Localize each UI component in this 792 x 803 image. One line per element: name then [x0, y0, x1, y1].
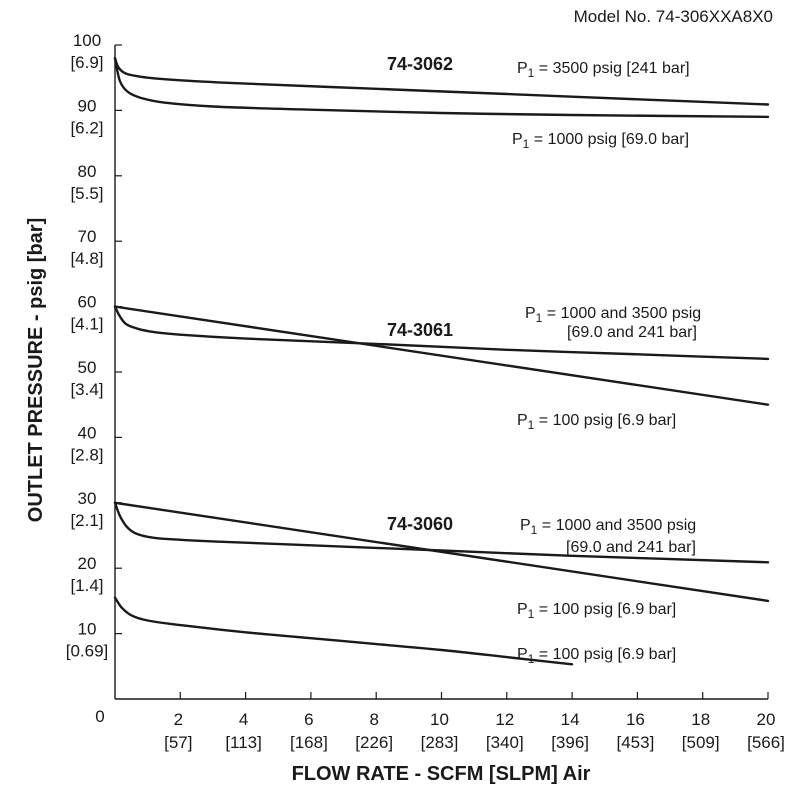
series-label-part: = 3500 psig [241 bar]: [534, 60, 689, 77]
x-tick-sublabel: [453]: [616, 733, 654, 752]
series-curve-0: [113, 56, 770, 106]
series-curve-4: [113, 501, 770, 564]
x-tick-sublabel: [283]: [421, 733, 459, 752]
series-label: P1 = 100 psig [6.9 bar]: [517, 646, 676, 666]
series-label: P1 = 1000 and 3500 psig: [520, 517, 696, 537]
series-label-subscript: 1: [528, 418, 535, 432]
x-tick-label: 6: [304, 710, 313, 729]
y-tick-label: 60: [78, 293, 97, 312]
x-tick-sublabel: [396]: [551, 733, 589, 752]
model-number: Model No. 74-306XXA8X0: [574, 7, 773, 26]
series-label-part: = 100 psig [6.9 bar]: [534, 646, 676, 663]
y-tick-label: 90: [78, 96, 97, 115]
series-label-subscript: 1: [531, 523, 538, 537]
y-tick-label: 100: [73, 31, 101, 50]
y-tick-label: 70: [78, 227, 97, 246]
series-label-subscript: 1: [523, 137, 530, 151]
series-curves: [113, 56, 770, 666]
series-curve-1: [113, 56, 770, 119]
x-tick-sublabel: [566]: [747, 733, 785, 752]
y-axis-title: OUTLET PRESSURE - psig [bar]: [25, 218, 47, 522]
series-labels: P1 = 3500 psig [241 bar]P1 = 1000 psig […: [512, 60, 701, 666]
series-label-part: = 1000 psig [69.0 bar]: [529, 131, 689, 148]
x-tick-label: 2: [174, 710, 183, 729]
series-label-part: P: [512, 131, 523, 148]
x-tick-label: 18: [691, 710, 710, 729]
x-tick-sublabel: [57]: [164, 733, 192, 752]
series-label: P1 = 1000 and 3500 psig: [525, 305, 701, 325]
y-tick-sublabel: [6.2]: [70, 118, 103, 137]
x-axis-title: FLOW RATE - SCFM [SLPM] Air: [292, 763, 591, 785]
x-tick-label: 14: [561, 710, 580, 729]
y-tick-sublabel: [6.9]: [70, 53, 103, 72]
x-tick-sublabel: [113]: [225, 733, 262, 752]
series-label: P1 = 100 psig [6.9 bar]: [517, 412, 676, 432]
x-tick-sublabel: [168]: [290, 733, 328, 752]
x-tick-label: 8: [369, 710, 378, 729]
series-label-part: = 100 psig [6.9 bar]: [534, 412, 676, 429]
series-label-part: [69.0 and 241 bar]: [566, 539, 696, 556]
series-label-subscript: 1: [536, 311, 543, 325]
x-tick-label: 10: [430, 710, 449, 729]
y-axis-ticks: 10 [0.69] 20 [1.4] 30 [2.1] 40 [2.8] 50 [3.4] 60 [4…: [66, 31, 122, 661]
x-tick-label: 16: [626, 710, 645, 729]
series-label-part: = 1000 and 3500 psig: [542, 305, 701, 322]
series-label-subscript: 1: [528, 66, 535, 80]
y-tick-sublabel: [4.1]: [70, 315, 103, 334]
x-tick-sublabel: [340]: [486, 733, 524, 752]
y-tick-label: 50: [78, 358, 97, 377]
series-label-part: P: [517, 646, 528, 663]
x-tick-label: 4: [239, 710, 248, 729]
y-tick-sublabel: [5.5]: [70, 184, 103, 203]
y-tick-sublabel: [1.4]: [70, 576, 103, 595]
series-label-subscript: 1: [528, 652, 535, 666]
x-axis-ticks: 2 [57] 4 [113] 6 [168] 8 [226] 10 [283] 12 [340] 14 […: [164, 692, 785, 752]
group-label: 74-3061: [387, 320, 453, 340]
origin-label: 0: [95, 707, 104, 726]
series-curve-2: [113, 305, 770, 361]
series-curve-5: [113, 501, 770, 603]
group-label: 74-3062: [387, 54, 453, 74]
x-tick-sublabel: [226]: [355, 733, 393, 752]
y-tick-sublabel: [3.4]: [70, 380, 103, 399]
series-label-part: [69.0 and 241 bar]: [567, 324, 697, 341]
x-tick-sublabel: [509]: [682, 733, 720, 752]
y-tick-label: 20: [78, 554, 97, 573]
x-tick-label: 12: [495, 710, 514, 729]
x-tick-label: 20: [757, 710, 776, 729]
series-label-part: = 100 psig [6.9 bar]: [534, 601, 676, 618]
series-label-part: P: [525, 305, 536, 322]
series-label: P1 = 100 psig [6.9 bar]: [517, 601, 676, 621]
series-curve-3: [113, 305, 770, 406]
y-tick-sublabel: [2.8]: [70, 445, 103, 464]
series-label-part: P: [517, 412, 528, 429]
series-label-part: = 1000 and 3500 psig: [537, 517, 696, 534]
y-tick-label: 40: [78, 423, 97, 442]
series-curve-6: [113, 596, 574, 666]
series-label-part: P: [517, 601, 528, 618]
y-tick-label: 10: [78, 620, 97, 639]
y-tick-sublabel: [2.1]: [70, 511, 103, 530]
group-label: 74-3060: [387, 514, 453, 534]
series-label: P1 = 1000 psig [69.0 bar]: [512, 131, 689, 151]
series-label-part: P: [520, 517, 531, 534]
y-tick-sublabel: [0.69]: [66, 642, 109, 661]
series-label-subscript: 1: [528, 607, 535, 621]
y-tick-label: 80: [78, 162, 97, 181]
group-labels: 74-3062 74-3061 74-3060: [387, 54, 453, 534]
y-tick-label: 30: [78, 489, 97, 508]
series-label: [69.0 and 241 bar]: [566, 539, 696, 556]
series-label: [69.0 and 241 bar]: [567, 324, 697, 341]
series-label: P1 = 3500 psig [241 bar]: [517, 60, 690, 80]
y-tick-sublabel: [4.8]: [70, 249, 103, 268]
series-label-part: P: [517, 60, 528, 77]
